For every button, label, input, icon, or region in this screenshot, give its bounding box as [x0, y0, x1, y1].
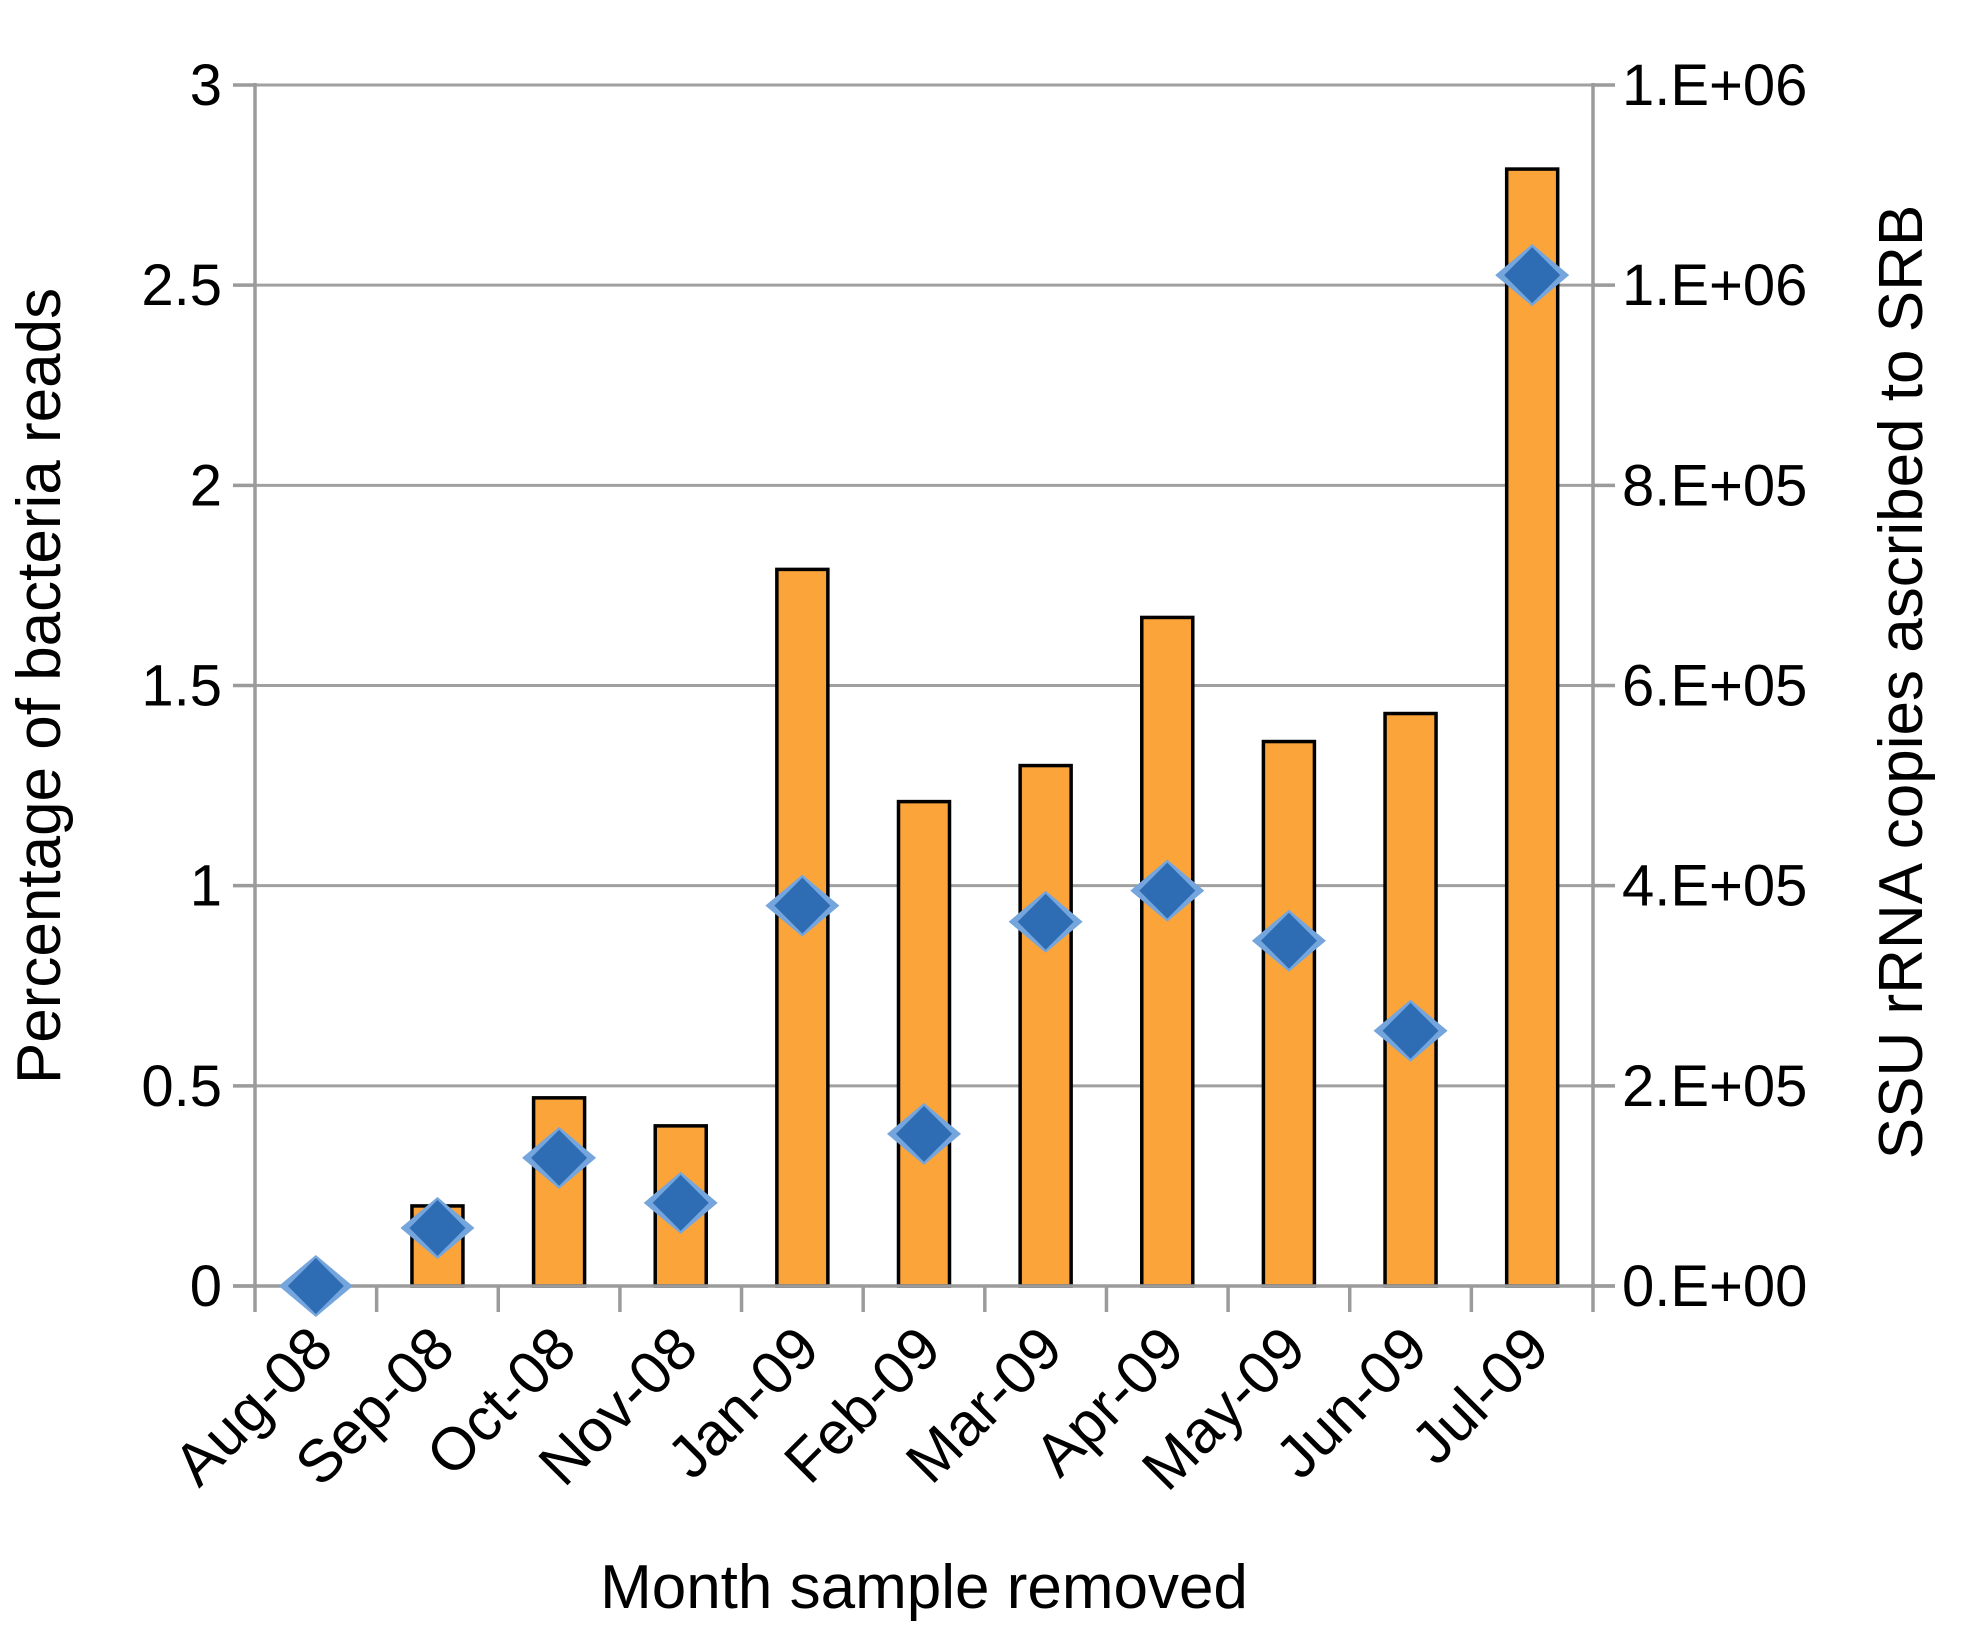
diamond-marker — [1017, 893, 1074, 950]
bar-series-layer — [410, 167, 1560, 1288]
diamond-marker — [1382, 1002, 1439, 1059]
bar — [1140, 615, 1195, 1288]
left-axis-tick-label: 3 — [190, 53, 222, 118]
diamond-marker — [652, 1174, 709, 1231]
diamond-marker — [1139, 862, 1196, 919]
diamond-marker — [287, 1258, 344, 1314]
left-axis-title: Percentage of bacteria reads — [5, 288, 74, 1084]
diamond-marker — [774, 877, 831, 934]
right-axis-title: SSU rRNA copies ascribed to SRB — [1867, 205, 1936, 1160]
bar — [531, 1096, 587, 1288]
bar — [1018, 763, 1073, 1288]
right-axis-tick-label: 6.E+05 — [1622, 654, 1807, 719]
diamond-marker — [531, 1129, 588, 1186]
diamond-marker — [1504, 247, 1561, 304]
scatter-series-layer — [278, 244, 1570, 1317]
left-axis-tick-label: 0.5 — [141, 1054, 222, 1119]
right-axis-tick-label: 8.E+05 — [1622, 453, 1807, 518]
bar — [1261, 739, 1317, 1288]
right-axis-tick-label: 1.E+06 — [1622, 253, 1807, 318]
right-axis-tick-label: 0.E+00 — [1622, 1254, 1807, 1319]
right-axis-tick-label: 4.E+05 — [1622, 854, 1807, 919]
diamond-marker — [896, 1105, 952, 1162]
x-axis-title: Month sample removed — [600, 1553, 1248, 1622]
x-axis-category-label: Jul-09 — [1398, 1314, 1561, 1477]
left-axis-tick-label: 0 — [190, 1254, 222, 1319]
right-axis-tick-label: 2.E+05 — [1622, 1054, 1807, 1119]
diamond-marker — [1260, 912, 1317, 969]
axes-layer — [233, 83, 1615, 1312]
left-axis-tick-label: 1 — [190, 854, 222, 919]
left-axis-tick-label: 2.5 — [141, 253, 222, 318]
bar — [1504, 167, 1560, 1288]
diamond-marker — [409, 1199, 466, 1256]
right-axis-tick-label: 1.E+06 — [1622, 53, 1807, 118]
bar — [1383, 711, 1438, 1288]
left-axis-tick-label: 2 — [190, 453, 222, 518]
left-axis-tick-label: 1.5 — [141, 654, 222, 719]
bar — [896, 799, 952, 1288]
